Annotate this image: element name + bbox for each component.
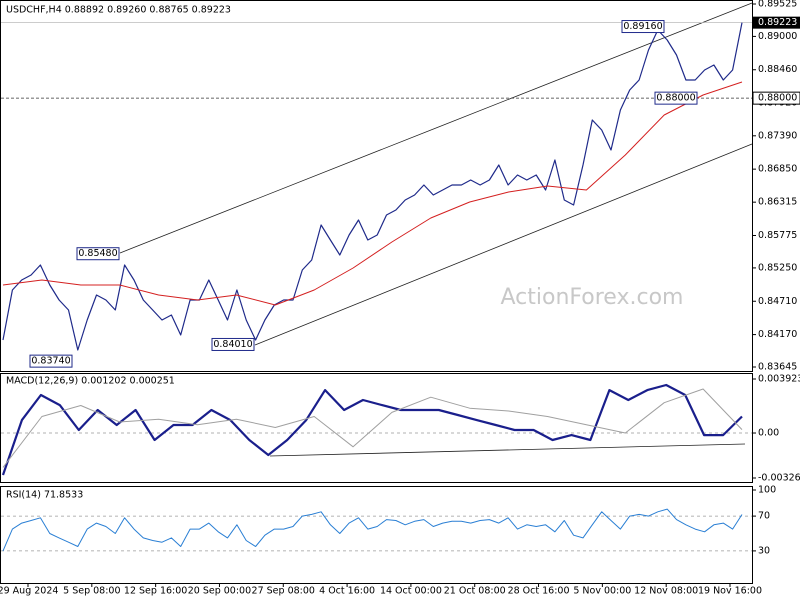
y-tick-label: 0.84710 (758, 296, 797, 307)
y-tick-label: 0.83645 (758, 362, 797, 373)
series-line (2, 508, 743, 552)
macd-title: MACD(12,26,9) 0.001202 0.000251 (6, 376, 175, 387)
y-tick-label: 100 (758, 485, 776, 496)
y-tick-label: 0.86315 (758, 197, 797, 208)
y-tick-label: 0.89525 (758, 0, 797, 10)
x-tick-label: 19 Nov 16:00 (698, 586, 762, 597)
watermark: ActionForex.com (501, 285, 684, 310)
last-price-box (753, 16, 800, 29)
x-tick-label: 14 Oct 00:00 (380, 586, 442, 597)
x-tick-label: 5 Sep 08:00 (63, 586, 120, 597)
x-tick-label: 21 Oct 08:00 (444, 586, 506, 597)
y-tick-label: 0.87390 (758, 130, 797, 141)
x-tick-label: 5 Nov 00:00 (573, 586, 631, 597)
y-tick-label: 0.86850 (758, 164, 797, 175)
price-panel (0, 0, 753, 372)
y-tick-label: 0.85250 (758, 262, 797, 273)
price-annotation: 0.85480 (78, 248, 117, 259)
y-tick-label: 0.00 (758, 428, 779, 439)
price-annotation: 0.89160 (623, 21, 662, 32)
rsi-panel (0, 486, 753, 584)
x-tick-label: 20 Sep 00:00 (188, 586, 251, 597)
channel-lower (254, 143, 753, 346)
y-tick-label: 0.89000 (758, 31, 797, 42)
channel-upper (119, 2, 753, 254)
x-tick-label: 28 Oct 16:00 (508, 586, 570, 597)
price-annotation-box (621, 20, 665, 34)
series-line (2, 81, 743, 306)
series-line (2, 22, 743, 351)
last-price-label: 0.89223 (758, 17, 797, 28)
macd-panel (0, 373, 753, 483)
level-label: 0.88000 (758, 93, 797, 104)
price-annotation: 0.84010 (213, 339, 252, 350)
price-annotation-box (29, 354, 73, 368)
y-tick-label: 0.84170 (758, 329, 797, 340)
price-annotation: 0.88000 (656, 93, 695, 104)
level-label-box (752, 91, 800, 105)
x-tick-label: 12 Sep 16:00 (124, 586, 187, 597)
y-tick-label: 0.003923 (758, 374, 800, 385)
price-annotation-box (211, 337, 255, 351)
x-tick-label: 4 Oct 16:00 (319, 586, 375, 597)
y-tick-label: 70 (758, 511, 770, 522)
x-tick-label: 29 Aug 2024 (0, 586, 58, 597)
y-tick-label: 30 (758, 545, 770, 556)
y-tick-label: 0.88460 (758, 64, 797, 75)
rsi-title: RSI(14) 71.8533 (6, 490, 83, 501)
series-line (2, 388, 743, 468)
macd-trendline (269, 443, 746, 457)
price-annotation-box (76, 247, 120, 261)
price-annotation: 0.83740 (31, 356, 70, 367)
x-tick-label: 12 Nov 08:00 (634, 586, 698, 597)
y-tick-label: -0.003267 (758, 473, 800, 484)
x-tick-label: 27 Sep 08:00 (252, 586, 315, 597)
price-title: USDCHF,H4 0.88892 0.89260 0.88765 0.8922… (6, 5, 231, 16)
y-tick-label: 0.85775 (758, 230, 797, 241)
price-annotation-box (654, 91, 698, 105)
series-line (1, 383, 743, 476)
